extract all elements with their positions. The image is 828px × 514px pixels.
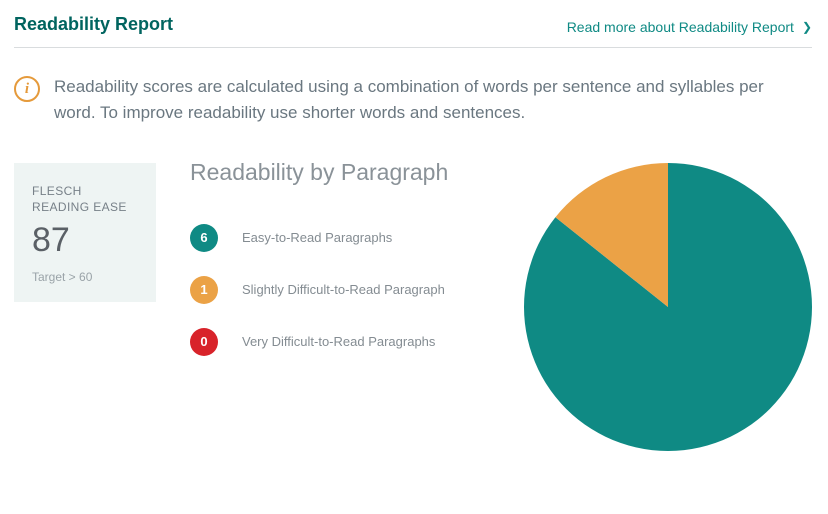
info-icon: i xyxy=(14,76,40,102)
legend-label: Very Difficult-to-Read Paragraphs xyxy=(242,334,435,349)
info-text: Readability scores are calculated using … xyxy=(54,74,794,127)
score-value: 87 xyxy=(32,221,138,260)
legend-badge: 0 xyxy=(190,328,218,356)
breakdown-heading: Readability by Paragraph xyxy=(190,159,490,186)
legend-badge: 1 xyxy=(190,276,218,304)
header: Readability Report Read more about Reada… xyxy=(14,14,812,48)
legend-item-easy: 6 Easy-to-Read Paragraphs xyxy=(190,224,490,252)
score-metric-label: FLESCH READING EASE xyxy=(32,183,138,215)
legend-item-very-difficult: 0 Very Difficult-to-Read Paragraphs xyxy=(190,328,490,356)
legend-badge: 6 xyxy=(190,224,218,252)
readmore-link[interactable]: Read more about Readability Report ❯ xyxy=(567,19,812,35)
score-target: Target > 60 xyxy=(32,270,138,284)
legend-label: Easy-to-Read Paragraphs xyxy=(242,230,392,245)
pie-chart xyxy=(524,163,812,451)
legend-item-slightly-difficult: 1 Slightly Difficult-to-Read Paragraph xyxy=(190,276,490,304)
page-title: Readability Report xyxy=(14,14,173,35)
chevron-right-icon: ❯ xyxy=(802,20,812,34)
legend-label: Slightly Difficult-to-Read Paragraph xyxy=(242,282,445,297)
info-banner: i Readability scores are calculated usin… xyxy=(14,74,812,127)
legend: 6 Easy-to-Read Paragraphs 1 Slightly Dif… xyxy=(190,224,490,356)
score-card: FLESCH READING EASE 87 Target > 60 xyxy=(14,163,156,302)
readmore-label: Read more about Readability Report xyxy=(567,19,794,35)
